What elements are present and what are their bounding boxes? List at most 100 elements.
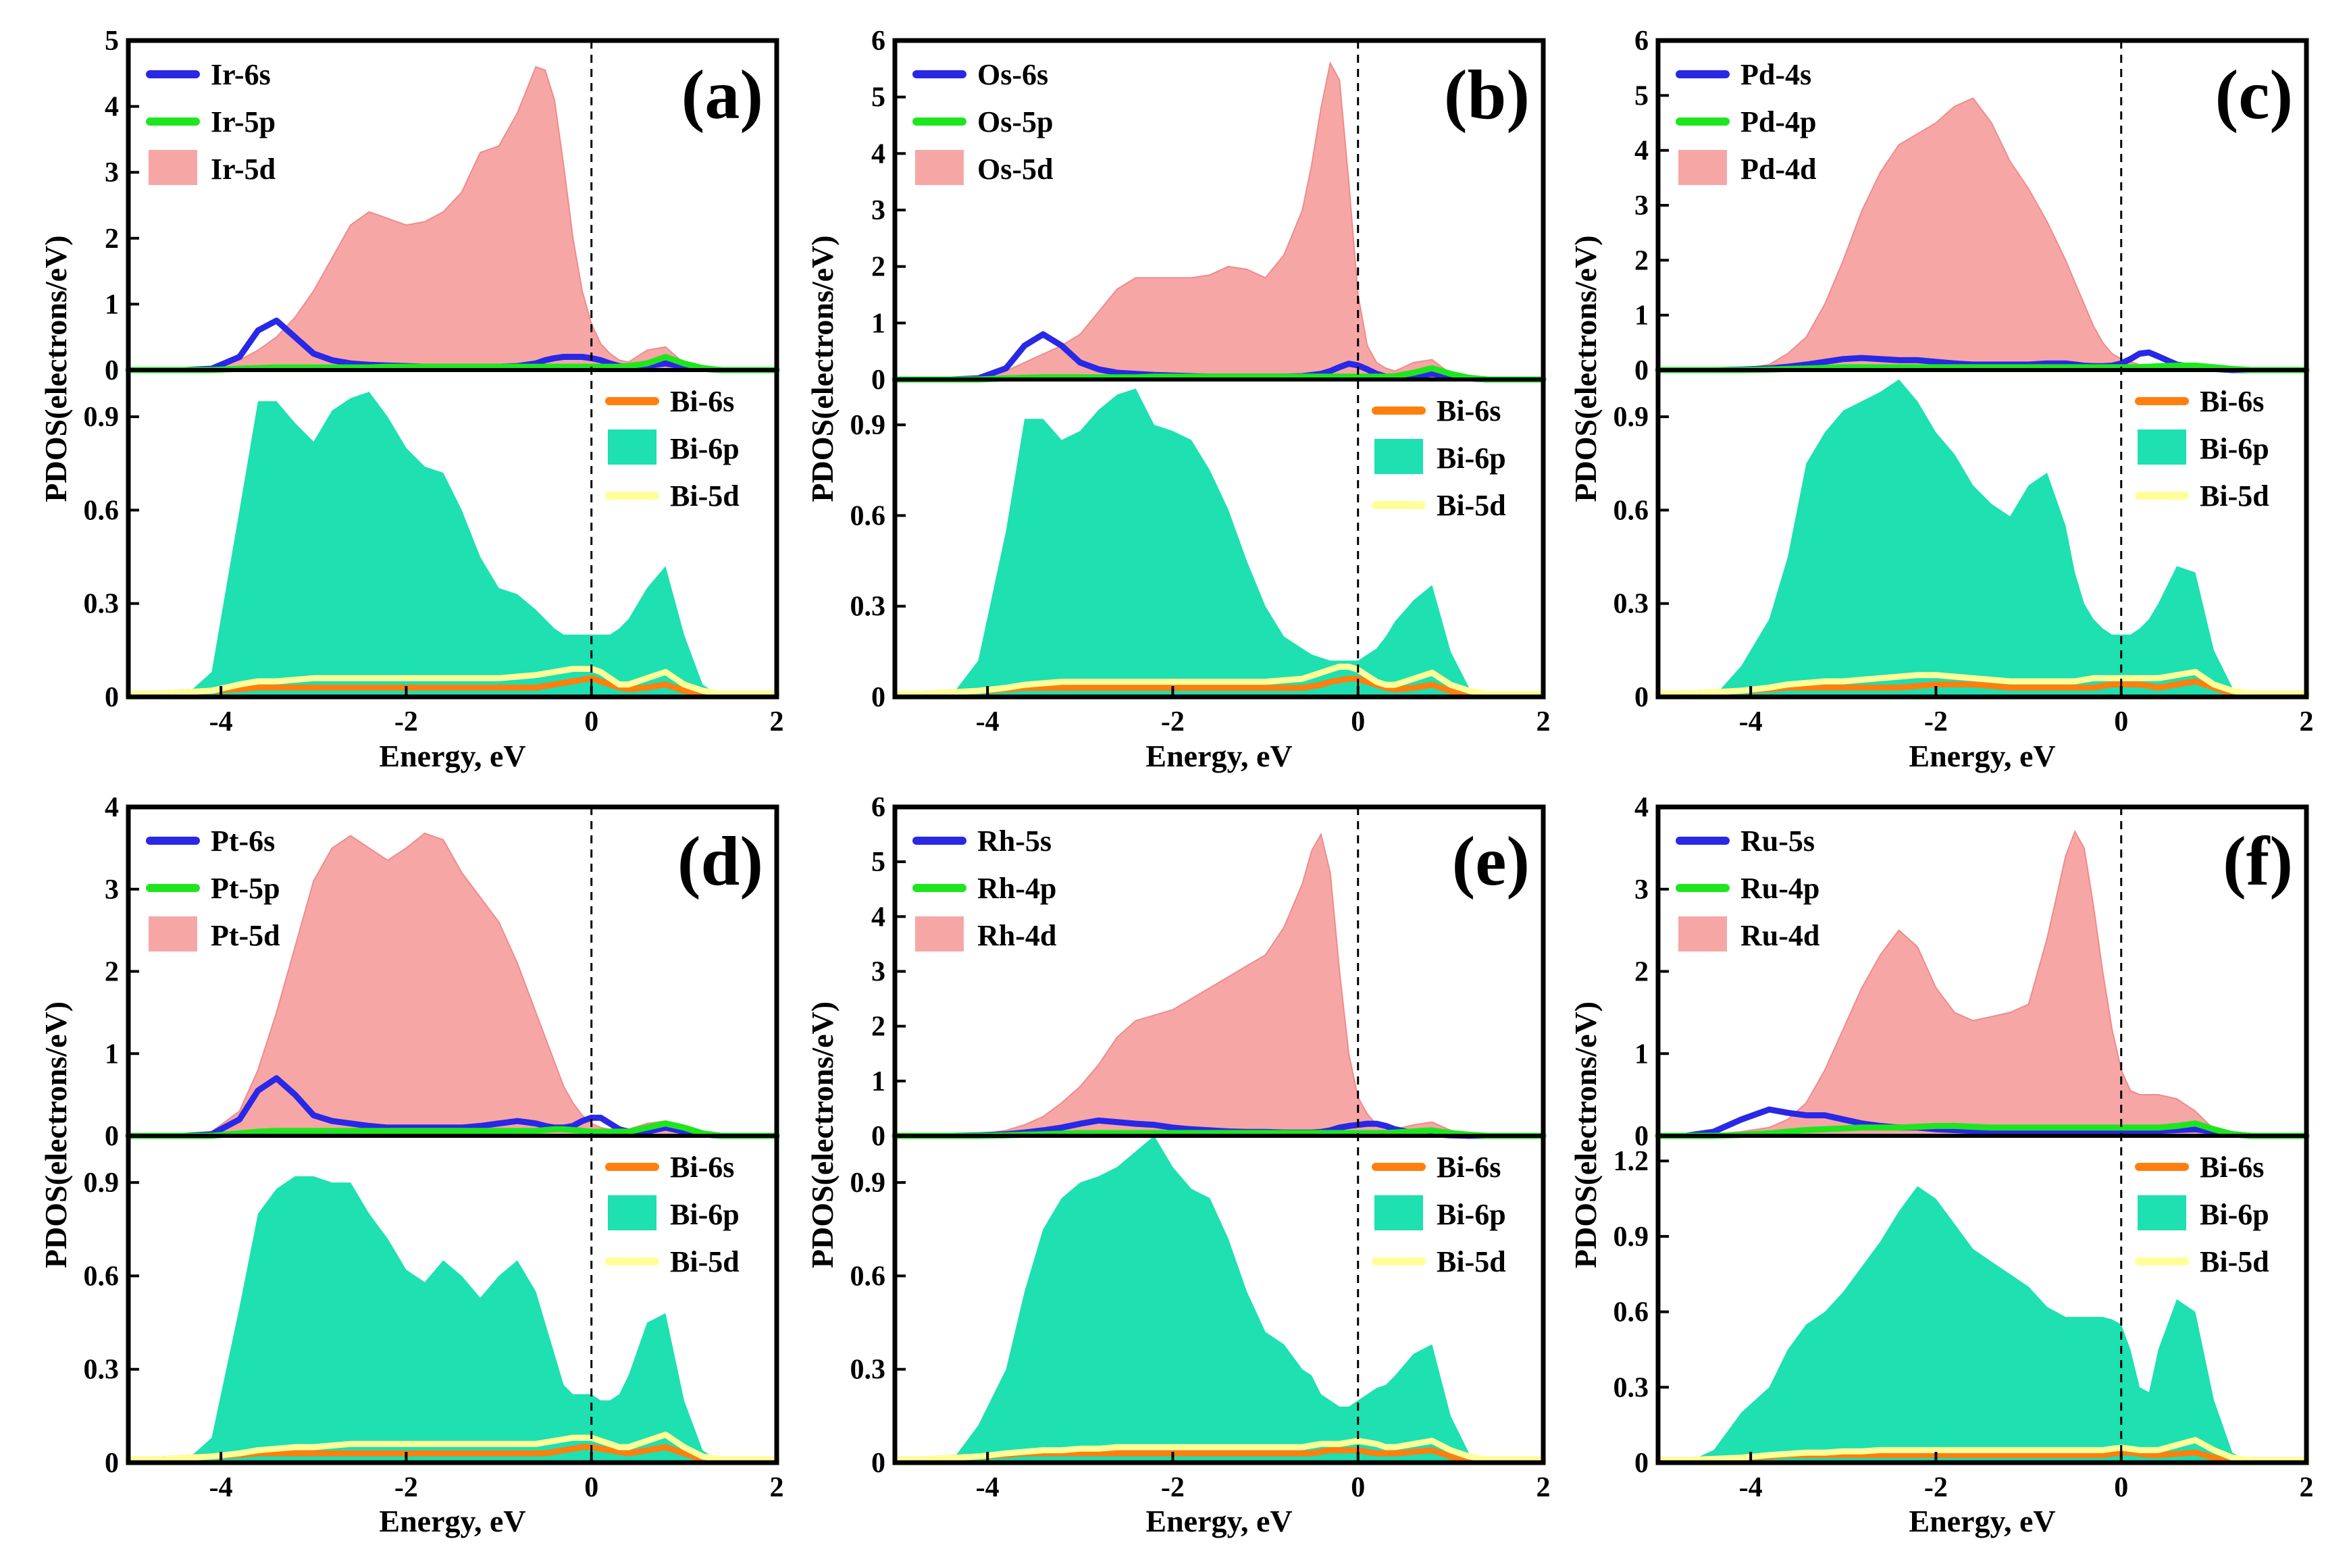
legend-label: Bi-6s: [2200, 1151, 2264, 1184]
y-tick-label: 3: [871, 195, 885, 226]
x-tick-label: 0: [1351, 1472, 1365, 1503]
y-tick-label: 1.2: [1614, 1146, 1649, 1177]
x-tick-label: -2: [394, 706, 418, 737]
legend-label: Os-5p: [977, 105, 1053, 138]
y-tick-label: 0: [1634, 1448, 1649, 1479]
legend-label: Bi-5d: [670, 479, 740, 513]
y-tick-label: 3: [105, 157, 119, 188]
x-tick-label: 0: [2114, 1472, 2128, 1503]
x-tick-label: 2: [1537, 1472, 1551, 1503]
y-tick-label: 0.9: [84, 1168, 120, 1199]
x-axis-title: Energy, eV: [379, 1504, 525, 1538]
y-tick-label: 4: [871, 138, 885, 169]
legend-top: Ru-5s Ru-4p Ru-4d: [1676, 825, 1819, 952]
legend-label: Bi-6s: [1437, 1151, 1501, 1184]
y-tick-label: 6: [871, 792, 885, 823]
series-line-pt-5p: [125, 1120, 780, 1139]
legend-label: Pd-4d: [1740, 153, 1816, 186]
legend-label: Pt-5p: [211, 872, 280, 905]
legend-swatch: [1678, 916, 1727, 951]
legend-top: Ir-6s Ir-5p Ir-5d: [146, 58, 276, 186]
y-tick-label: 6: [871, 26, 885, 57]
legend-label: Ir-5p: [211, 105, 276, 138]
y-tick-label: 0: [871, 1121, 885, 1152]
y-tick-label: 0.3: [84, 1355, 120, 1386]
y-tick-label: 5: [871, 82, 885, 113]
x-tick-label: -4: [1739, 1472, 1763, 1503]
legend-label: Bi-6s: [2200, 385, 2264, 418]
series-area-bi-6p: [128, 1176, 777, 1463]
y-tick-label: 3: [871, 957, 885, 988]
x-tick-label: 2: [1537, 706, 1551, 737]
y-tick-label: 0.3: [1614, 589, 1649, 620]
y-tick-label: 0.9: [850, 410, 886, 441]
legend-top: Pd-4s Pd-4p Pd-4d: [1676, 58, 1816, 186]
y-tick-label: 4: [105, 92, 119, 123]
y-tick-label: 1: [871, 308, 885, 339]
x-tick-label: -4: [209, 1472, 233, 1503]
series-line-bi-6s: [892, 675, 1547, 697]
x-tick-label: -4: [1739, 706, 1763, 737]
legend-bottom: Bi-6s Bi-6p Bi-5d: [605, 385, 740, 513]
legend-label: Rh-5s: [977, 825, 1052, 858]
legend-bottom: Bi-6s Bi-6p Bi-5d: [1372, 1151, 1506, 1278]
y-tick-label: 4: [1634, 792, 1649, 823]
y-tick-label: 0.9: [1614, 402, 1649, 433]
y-tick-label: 0.3: [84, 589, 120, 620]
series-area-os-5d: [895, 61, 1543, 380]
legend-swatch: [149, 150, 197, 185]
series-area-ru-4d: [1658, 830, 2306, 1136]
legend-label: Ir-5d: [211, 153, 276, 186]
x-tick-label: -2: [1161, 1472, 1185, 1503]
series-line-bi-5d: [892, 1438, 1547, 1463]
series-line-ru-4p: [1655, 1120, 2310, 1139]
legend-top: Rh-5s Rh-4p Rh-4d: [912, 825, 1056, 952]
legend-swatch: [2138, 1195, 2186, 1230]
plot-frame: [892, 38, 1546, 700]
y-tick-label: 0: [105, 682, 119, 713]
x-tick-label: 0: [1351, 706, 1365, 737]
legend-label: Ir-6s: [211, 58, 271, 91]
legend-top: Os-6s Os-5p Os-5d: [912, 58, 1053, 186]
legend-top: Pt-6s Pt-5p Pt-5d: [146, 825, 280, 952]
legend-label: Os-5d: [977, 153, 1053, 186]
series-line-ru-5s: [1655, 1106, 2310, 1139]
y-tick-label: 0: [105, 355, 119, 386]
x-tick-label: 2: [770, 706, 784, 737]
legend-label: Bi-6s: [670, 1151, 734, 1184]
y-tick-label: 3: [1634, 190, 1649, 221]
legend-swatch: [149, 916, 197, 951]
series-line-os-5p: [892, 365, 1547, 383]
legend-swatch: [1678, 150, 1727, 185]
legend-label: Rh-4p: [977, 872, 1056, 905]
y-tick-label: 0.3: [850, 592, 886, 623]
y-tick-label: 3: [1634, 874, 1649, 906]
x-axis-title: Energy, eV: [1145, 739, 1292, 773]
y-tick-label: 0.3: [850, 1355, 886, 1386]
x-tick-label: -2: [1924, 706, 1948, 737]
panel-tag: (d): [677, 822, 763, 900]
y-tick-label: 2: [105, 224, 119, 255]
series-line-bi-5d: [892, 663, 1547, 697]
legend-label: Bi-6p: [670, 1198, 740, 1231]
x-tick-label: -4: [209, 706, 233, 737]
y-tick-label: 0.3: [1614, 1372, 1649, 1403]
y-tick-label: 4: [105, 792, 119, 823]
legend-label: Bi-6p: [2200, 432, 2269, 465]
series-area-ir-5d: [128, 66, 777, 371]
y-tick-label: 0.9: [850, 1168, 886, 1199]
x-axis-title: Energy, eV: [1909, 739, 2055, 773]
y-tick-label: 1: [1634, 300, 1649, 332]
legend-label: Ru-4d: [1740, 919, 1819, 952]
y-tick-label: 5: [871, 847, 885, 878]
y-tick-label: 6: [1634, 26, 1649, 57]
y-tick-label: 0.6: [850, 500, 886, 531]
legend-label: Bi-6p: [1437, 1198, 1506, 1231]
y-axis-title: PDOS(electrons/eV): [38, 235, 73, 502]
x-tick-label: -4: [976, 706, 1000, 737]
x-tick-label: 2: [2300, 706, 2314, 737]
legend-label: Bi-5d: [1437, 1245, 1506, 1278]
